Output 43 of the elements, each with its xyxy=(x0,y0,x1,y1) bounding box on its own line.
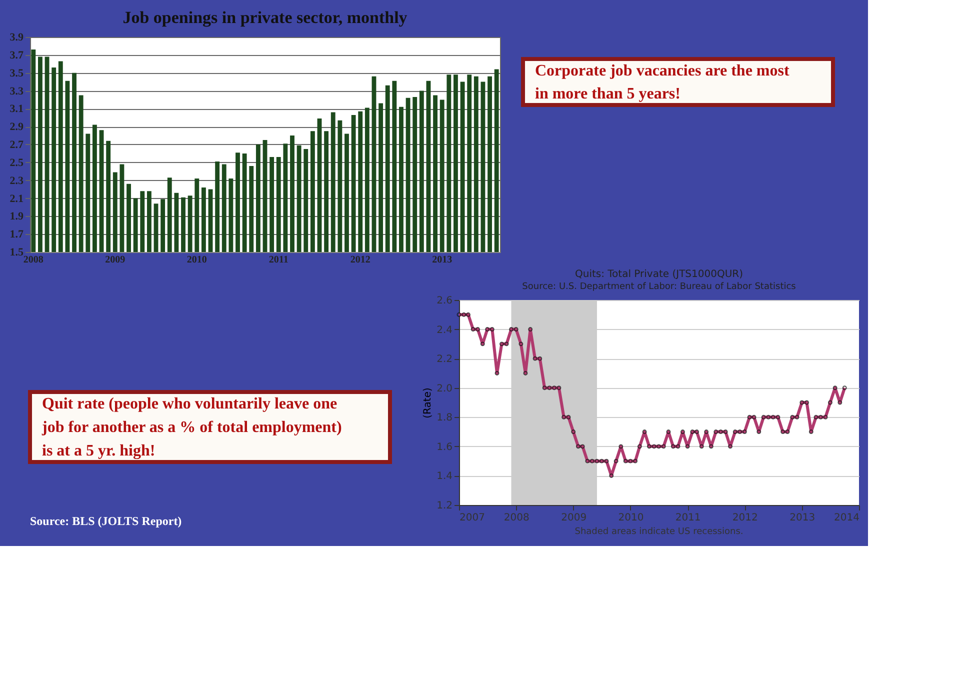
chart-title: Quits: Total Private (JTS1000QUR) xyxy=(574,269,744,280)
y-tick-label: 1.7 xyxy=(10,228,24,241)
y-tick-label: 2.3 xyxy=(10,174,24,187)
text: Corporate job vacancies are the most in more than 5 years! xyxy=(535,62,790,102)
text: Quit rate (people who voluntarily leave one job for another as a % of total employment) is at a 5 yr. high! xyxy=(41,396,342,460)
y-tick-label: 1.2 xyxy=(436,500,452,512)
x-tick-label: 2013 xyxy=(432,254,452,266)
y-tick-label: 3.7 xyxy=(10,49,24,62)
x-tick-label: 2014 xyxy=(834,512,860,524)
x-tick-label: 2009 xyxy=(561,512,587,524)
x-tick-label: 2010 xyxy=(186,254,207,266)
x-tick-label: 2010 xyxy=(618,512,644,524)
y-tick-label: 1.5 xyxy=(10,246,24,258)
x-tick-label: 2012 xyxy=(732,512,758,524)
y-tick-label: 3.5 xyxy=(10,67,24,80)
chart-subtitle: Source: U.S. Department of Labor: Bureau of Labor Statistics xyxy=(522,282,796,292)
y-tick-label: 3.1 xyxy=(10,103,24,116)
x-tick-label: 2011 xyxy=(268,254,288,266)
y-tick-label: 1.4 xyxy=(436,471,452,482)
x-tick-label: 2011 xyxy=(675,512,701,524)
y-tick-label: 2.0 xyxy=(436,383,452,394)
y-tick-label: 2.7 xyxy=(10,139,24,151)
source-note: Source: BLS (JOLTS Report) xyxy=(30,514,182,528)
text: Shaded areas indicate US recessions. xyxy=(574,527,744,537)
x-tick-label: 2012 xyxy=(350,254,370,266)
x-tick-label: 2008 xyxy=(23,254,44,266)
x-tick-label: 2008 xyxy=(504,512,530,524)
y-tick-label: 3.3 xyxy=(10,85,24,98)
y-tick-label: 2.2 xyxy=(436,354,452,366)
x-tick-label: 2007 xyxy=(460,512,485,524)
y-tick-label: 1.6 xyxy=(436,442,452,453)
y-tick-label: 1.9 xyxy=(10,210,24,223)
x-tick-label: 2013 xyxy=(790,512,816,524)
y-tick-label: 2.6 xyxy=(436,296,452,306)
y-tick-label: 1.8 xyxy=(436,412,452,424)
y-tick-label: 2.4 xyxy=(436,324,452,336)
y-tick-label: 2.9 xyxy=(10,121,24,134)
y-tick-label: 2.1 xyxy=(10,192,24,205)
y-tick-label: 2.5 xyxy=(10,156,24,169)
x-tick-label: 2009 xyxy=(105,254,126,266)
y-axis-title: (Rate) xyxy=(422,388,434,418)
chart-title: Job openings in private sector, monthly xyxy=(122,8,408,27)
y-tick-label: 3.9 xyxy=(10,32,24,44)
